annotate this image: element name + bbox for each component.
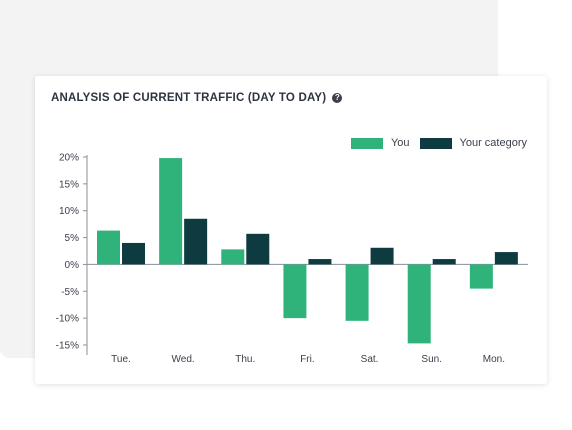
y-tick-label: 10%	[59, 206, 79, 217]
legend-label-your-category: Your category	[459, 137, 527, 149]
bar-your-category	[370, 247, 394, 265]
legend-item-you[interactable]: You	[350, 137, 410, 149]
bar-you	[345, 264, 369, 321]
traffic-chart-card: ANALYSIS OF CURRENT TRAFFIC (DAY TO DAY)…	[35, 76, 547, 384]
chart-title: ANALYSIS OF CURRENT TRAFFIC (DAY TO DAY)	[51, 92, 327, 104]
x-tick-label: Mon.	[483, 354, 505, 365]
bar-you	[407, 264, 431, 344]
chart-legend: You Your category	[350, 137, 527, 149]
legend-item-your-category[interactable]: Your category	[419, 137, 527, 149]
bar-your-category	[184, 218, 208, 265]
bar-your-category	[432, 259, 456, 265]
x-tick-label: Sun.	[421, 354, 442, 365]
x-tick-label: Sat.	[361, 354, 379, 365]
bar-you	[159, 158, 183, 265]
legend-label-you: You	[390, 137, 410, 149]
legend-swatch-you	[350, 137, 383, 149]
x-tick-label: Thu.	[235, 354, 255, 365]
bar-you	[221, 249, 245, 265]
bar-you	[469, 264, 493, 289]
y-tick-label: -10%	[56, 314, 79, 325]
y-tick-label: 5%	[65, 233, 80, 244]
bar-your-category	[246, 233, 270, 265]
legend-swatch-your-category	[419, 137, 452, 149]
y-tick-label: 15%	[59, 179, 79, 190]
x-tick-label: Wed.	[172, 354, 195, 365]
bar-your-category	[494, 252, 518, 265]
card-header: ANALYSIS OF CURRENT TRAFFIC (DAY TO DAY)…	[51, 92, 343, 104]
y-tick-label: -15%	[56, 341, 79, 352]
question-circle-icon[interactable]: ?	[332, 93, 343, 103]
y-tick-label: 0%	[65, 260, 80, 271]
x-tick-label: Tue.	[111, 354, 131, 365]
x-tick-label: Fri.	[300, 354, 314, 365]
bar-your-category	[122, 242, 145, 265]
y-tick-label: 20%	[59, 153, 79, 164]
bar-you	[283, 264, 307, 319]
bar-chart: 20% 15% 10% 5% 0% -5% -10% -15% Tue. Wed. Thu. Fri.…	[56, 153, 528, 365]
bar-your-category	[308, 259, 332, 265]
bar-you	[97, 230, 120, 265]
y-tick-label: -5%	[61, 287, 79, 298]
